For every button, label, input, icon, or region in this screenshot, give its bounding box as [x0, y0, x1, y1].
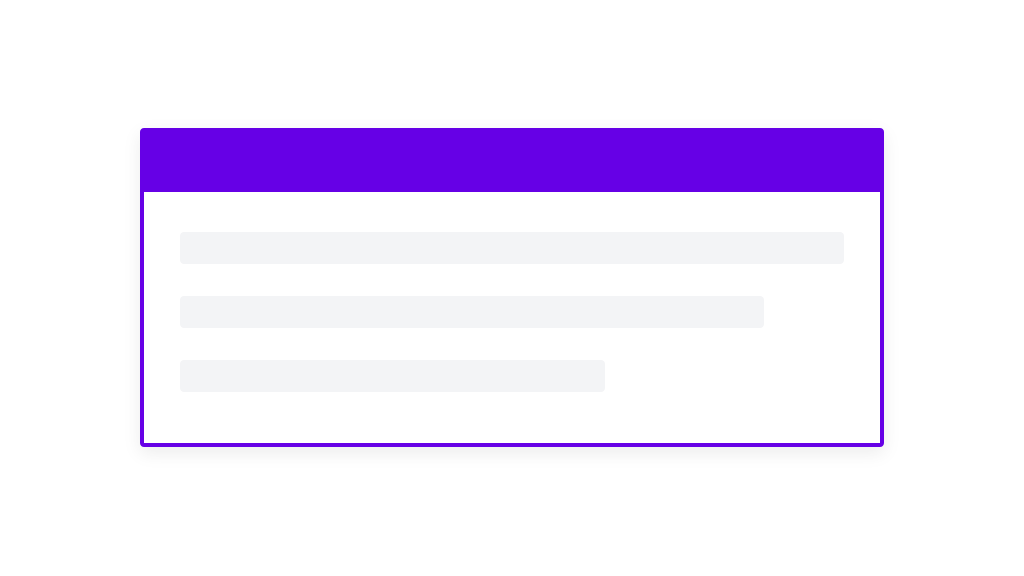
card-header: [144, 132, 880, 192]
skeleton-line: [180, 360, 605, 392]
skeleton-card: [140, 128, 884, 447]
skeleton-line: [180, 296, 764, 328]
skeleton-line: [180, 232, 844, 264]
